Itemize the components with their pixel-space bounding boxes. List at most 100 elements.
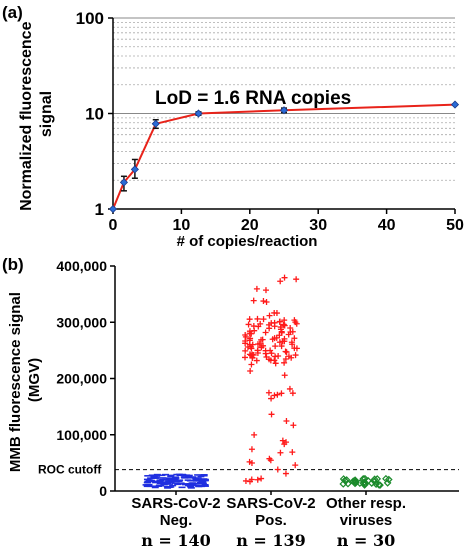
pos-sample-point xyxy=(248,460,255,467)
pos-sample-point xyxy=(282,356,289,363)
pos-sample-point xyxy=(279,437,286,444)
category-label-line1: SARS-CoV-2 xyxy=(131,495,220,512)
pos-sample-point xyxy=(248,345,255,352)
pos-sample-point xyxy=(262,329,269,336)
pos-sample-point xyxy=(262,350,269,357)
pos-sample-point xyxy=(271,309,278,316)
pos-sample-point xyxy=(247,367,254,374)
pos-sample-point xyxy=(254,476,261,483)
pos-sample-point xyxy=(293,276,300,283)
other-virus-sample-point xyxy=(382,474,390,483)
panel-a-x-tick-label: 0 xyxy=(109,217,118,234)
pos-sample-point xyxy=(257,320,264,327)
pos-sample-point xyxy=(246,316,253,323)
pos-sample-point xyxy=(253,285,260,292)
pos-sample-point xyxy=(265,389,272,396)
category-label-line2: Neg. xyxy=(160,512,193,529)
panel-a-data-point xyxy=(279,106,289,115)
pos-sample-point xyxy=(282,470,289,477)
pos-sample-point xyxy=(291,335,298,342)
pos-sample-point xyxy=(242,332,249,339)
panel-a-series-line xyxy=(112,103,456,210)
category-label-line2: Pos. xyxy=(255,512,287,529)
pos-sample-point xyxy=(292,352,299,359)
panel-b-y-ticks: 0 100,000 200,000 300,000 400,000 xyxy=(56,258,115,499)
panel-a-data-point xyxy=(119,178,129,187)
pos-sample-point xyxy=(281,359,288,366)
pos-sample-point xyxy=(259,336,266,343)
other-virus-sample-point xyxy=(384,475,393,484)
panel-b-y-tick-label: 100,000 xyxy=(56,427,107,443)
other-virus-sample-point xyxy=(372,480,380,489)
pos-sample-point xyxy=(281,322,288,329)
panel-a-data xyxy=(108,100,460,214)
pos-sample-point xyxy=(258,475,265,482)
pos-sample-point xyxy=(268,411,275,418)
pos-sample-point xyxy=(290,422,297,429)
panel-a-lod-annotation: LoD = 1.6 RNA copies xyxy=(155,88,351,109)
panel-a-data-point xyxy=(130,165,139,174)
panel-a-x-tick-label: 40 xyxy=(378,217,396,234)
panel-a-y-tick-label: 1 xyxy=(95,200,104,219)
pos-sample-point xyxy=(250,297,257,304)
pos-sample-point xyxy=(260,298,267,305)
panel-a-x-tick-label: 50 xyxy=(446,217,464,234)
other-virus-sample-point xyxy=(351,476,359,485)
pos-sample-point xyxy=(258,344,265,351)
other-virus-sample-point xyxy=(374,480,383,489)
pos-sample-point xyxy=(278,343,285,350)
pos-sample-point xyxy=(281,441,288,448)
other-virus-sample-point xyxy=(342,476,351,484)
pos-sample-point xyxy=(251,431,258,438)
other-virus-sample-point xyxy=(356,479,364,488)
pos-sample-point xyxy=(283,417,290,424)
pos-sample-point xyxy=(277,278,284,285)
pos-sample-point xyxy=(254,347,261,354)
pos-sample-point xyxy=(272,343,279,350)
pos-sample-point xyxy=(278,390,285,397)
pos-sample-point xyxy=(248,446,255,453)
pos-sample-point xyxy=(266,312,273,319)
panel-b-y-label: MMB fluorescence signal (MGV) xyxy=(7,288,43,472)
other-virus-sample-point xyxy=(360,479,369,488)
pos-sample-point xyxy=(269,336,276,343)
pos-sample-point xyxy=(285,353,292,360)
pos-sample-point xyxy=(263,299,270,306)
pos-sample-point xyxy=(254,315,261,322)
pos-sample-point xyxy=(266,455,273,462)
panel-a-y-ticks: 1 10 100 xyxy=(76,9,113,219)
panel-b-data xyxy=(142,274,393,489)
category-label-line1: Other resp. xyxy=(326,495,406,512)
pos-sample-point xyxy=(248,361,255,368)
panel-a-x-tick-label: 20 xyxy=(241,217,259,234)
pos-sample-point xyxy=(272,360,279,367)
pos-sample-point xyxy=(247,335,254,342)
pos-sample-point xyxy=(287,329,294,336)
pos-sample-point xyxy=(271,357,278,364)
roc-cutoff-label: ROC cutoff xyxy=(38,463,102,477)
pos-sample-point xyxy=(288,339,295,346)
pos-sample-point xyxy=(289,449,296,456)
pos-sample-point xyxy=(293,345,300,352)
pos-sample-point xyxy=(263,354,270,361)
pos-sample-point xyxy=(242,347,249,354)
pos-sample-point xyxy=(262,287,269,294)
pos-sample-point xyxy=(272,353,279,360)
pos-sample-point xyxy=(281,317,288,324)
pos-sample-point xyxy=(253,357,260,364)
panel-a-y-label: Normalized fluorescence signal xyxy=(18,17,55,211)
pos-sample-point xyxy=(271,392,278,399)
pos-sample-point xyxy=(246,478,253,485)
pos-sample-point xyxy=(274,466,281,473)
panel-a-gridlines xyxy=(113,17,455,181)
pos-sample-point xyxy=(276,339,283,346)
other-virus-sample-point xyxy=(351,479,359,488)
pos-sample-point xyxy=(277,326,284,333)
panel-a-data-point xyxy=(194,109,203,118)
pos-sample-point xyxy=(278,329,285,336)
panel-b-y-tick-label: 200,000 xyxy=(56,371,107,387)
panel-a-data-point xyxy=(450,100,460,109)
pos-sample-point xyxy=(276,318,283,325)
panel-a-x-ticks: 0 10 20 30 40 50 xyxy=(109,209,464,234)
